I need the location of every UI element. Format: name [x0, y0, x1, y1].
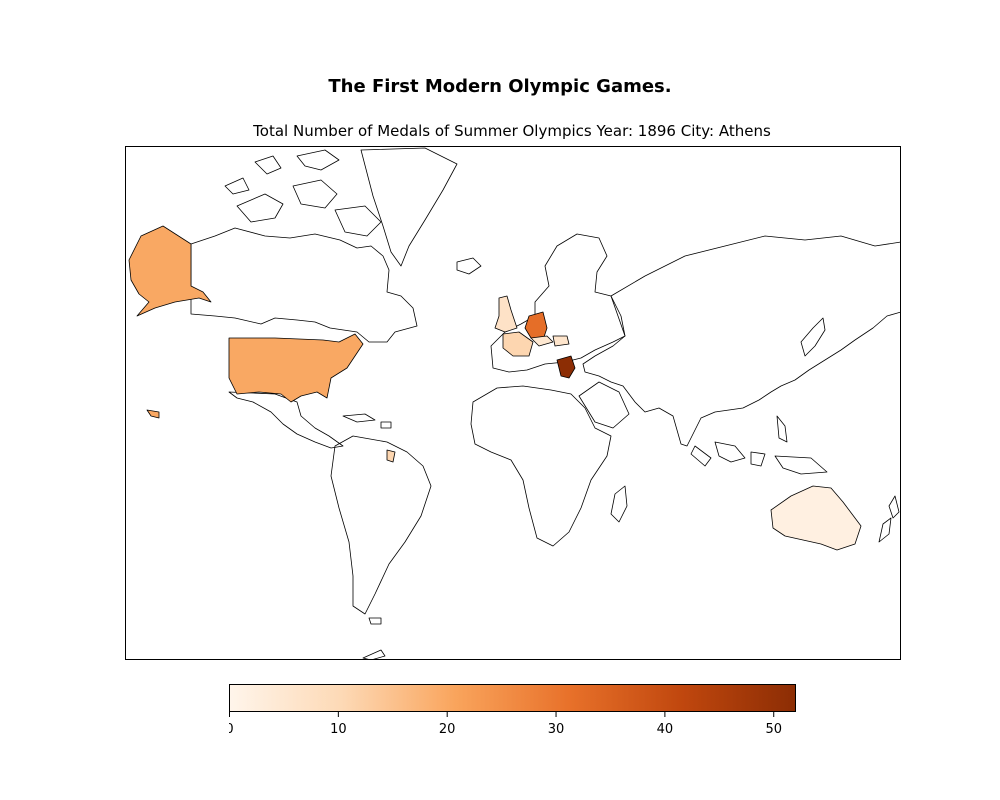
landmass-canada — [190, 227, 418, 343]
landmass-mexico — [228, 391, 344, 449]
colorbar-tick-label: 0 — [229, 722, 234, 737]
landmass-africa — [470, 385, 612, 547]
landmass-new-zealand — [888, 495, 900, 519]
region-hawaii — [146, 409, 160, 419]
landmass-cuba — [342, 413, 376, 423]
region-greece — [556, 355, 576, 379]
landmass-arctic-island — [292, 179, 338, 209]
landmass-arctic-island — [254, 155, 282, 175]
landmass-asia — [582, 235, 901, 447]
region-united-states — [228, 333, 364, 403]
landmass-greenland — [360, 147, 458, 267]
region-france — [502, 331, 534, 357]
region-austria — [530, 335, 554, 347]
colorbar-tick-label: 50 — [765, 722, 782, 737]
landmass-new-guinea — [774, 455, 828, 475]
map-frame — [125, 146, 901, 660]
landmass-baffin-island — [334, 205, 382, 237]
landmass-arctic-island — [236, 193, 284, 223]
map-title: Total Number of Medals of Summer Olympic… — [253, 122, 771, 140]
landmass-arctic-island — [224, 177, 250, 195]
coastlines — [190, 147, 901, 660]
map-suptitle: The First Modern Olympic Games. — [328, 76, 672, 97]
world-map — [125, 146, 901, 660]
landmass-arabia — [578, 381, 630, 429]
region-french-guiana — [386, 449, 396, 463]
region-australia — [770, 485, 862, 551]
landmass-antarctic-fragment — [362, 649, 386, 660]
region-united-kingdom — [494, 295, 518, 333]
landmass-sulawesi — [750, 451, 766, 467]
landmass-sumatra — [690, 445, 712, 467]
landmass-hispaniola — [380, 421, 392, 429]
landmass-madagascar — [610, 485, 628, 523]
landmass-iceland — [456, 257, 482, 275]
colorbar-tick-label: 20 — [439, 722, 456, 737]
colorbar-ticks: 0 10 20 30 40 50 — [229, 712, 782, 737]
landmass-europe — [490, 233, 626, 373]
choropleth-regions — [128, 225, 862, 551]
landmass-new-zealand — [878, 517, 892, 543]
landmass-south-america — [330, 435, 432, 615]
landmass-arctic-island — [296, 149, 340, 171]
region-hungary — [552, 335, 570, 347]
colorbar-tick-label: 40 — [657, 722, 674, 737]
region-alaska — [128, 225, 212, 317]
colorbar: 0 10 20 30 40 50 — [229, 684, 796, 737]
landmass-japan — [800, 317, 826, 357]
landmass-borneo — [714, 441, 746, 463]
landmass-falklands — [368, 617, 382, 625]
colorbar-tick-label: 10 — [330, 722, 347, 737]
region-germany — [524, 311, 548, 341]
landmass-philippines — [776, 415, 788, 443]
colorbar-tick-label: 30 — [548, 722, 565, 737]
colorbar-gradient — [229, 684, 796, 712]
